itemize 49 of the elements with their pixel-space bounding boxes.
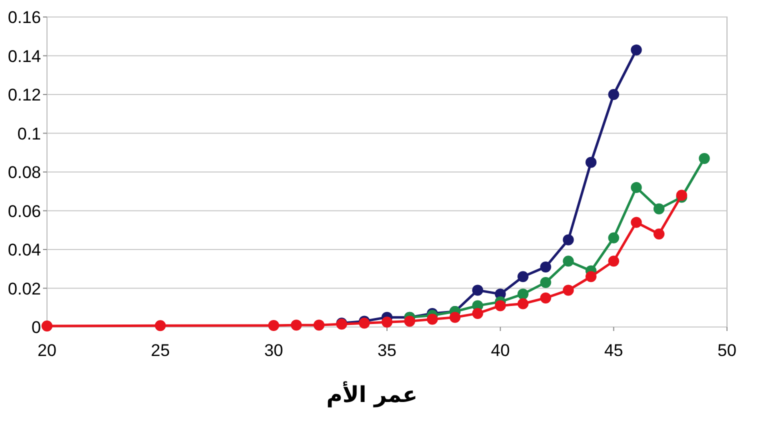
point <box>518 298 528 310</box>
point <box>562 284 574 296</box>
point <box>494 300 506 312</box>
point <box>608 89 620 100</box>
point <box>472 308 484 319</box>
point <box>290 320 302 331</box>
x-tick-label: 45 <box>604 341 624 360</box>
point <box>562 256 574 267</box>
point <box>698 152 710 164</box>
point <box>42 320 52 332</box>
x-tick-label: 50 <box>718 341 736 360</box>
point <box>518 288 528 300</box>
x-axis-title: عمر الأم <box>326 381 418 408</box>
point <box>608 232 620 244</box>
point <box>382 316 392 328</box>
point <box>630 182 642 193</box>
x-tick-label: 30 <box>264 341 284 360</box>
y-tick-label: 0.12 <box>8 86 41 104</box>
point <box>472 284 484 296</box>
point <box>404 316 416 327</box>
point <box>586 156 596 168</box>
point <box>654 203 664 214</box>
point <box>314 320 324 331</box>
y-tick-label: 0.04 <box>8 240 41 260</box>
y-tick-label: 0.1 <box>17 124 41 144</box>
y-tick-label: 0.08 <box>8 163 41 182</box>
point <box>154 320 166 332</box>
y-tick-label: 0.06 <box>8 202 41 221</box>
x-tick-label: 40 <box>490 341 510 360</box>
y-tick-label: 0 <box>32 318 41 337</box>
point <box>450 312 460 323</box>
x-tick-label: 35 <box>378 341 396 360</box>
x-tick-label: 20 <box>38 341 56 360</box>
y-tick-label: 0.02 <box>8 279 41 298</box>
point <box>540 276 552 288</box>
point <box>586 271 596 282</box>
y-tick-label: 0.14 <box>8 46 41 66</box>
point <box>654 228 664 240</box>
point <box>426 314 438 325</box>
x-tick-label: 25 <box>150 341 170 360</box>
point <box>540 261 552 272</box>
point <box>608 256 620 267</box>
point <box>268 320 280 331</box>
point <box>540 292 552 304</box>
point <box>562 234 574 246</box>
point <box>630 44 642 56</box>
point <box>518 271 528 282</box>
point <box>630 216 642 228</box>
y-tick-label: 0.16 <box>8 8 41 27</box>
